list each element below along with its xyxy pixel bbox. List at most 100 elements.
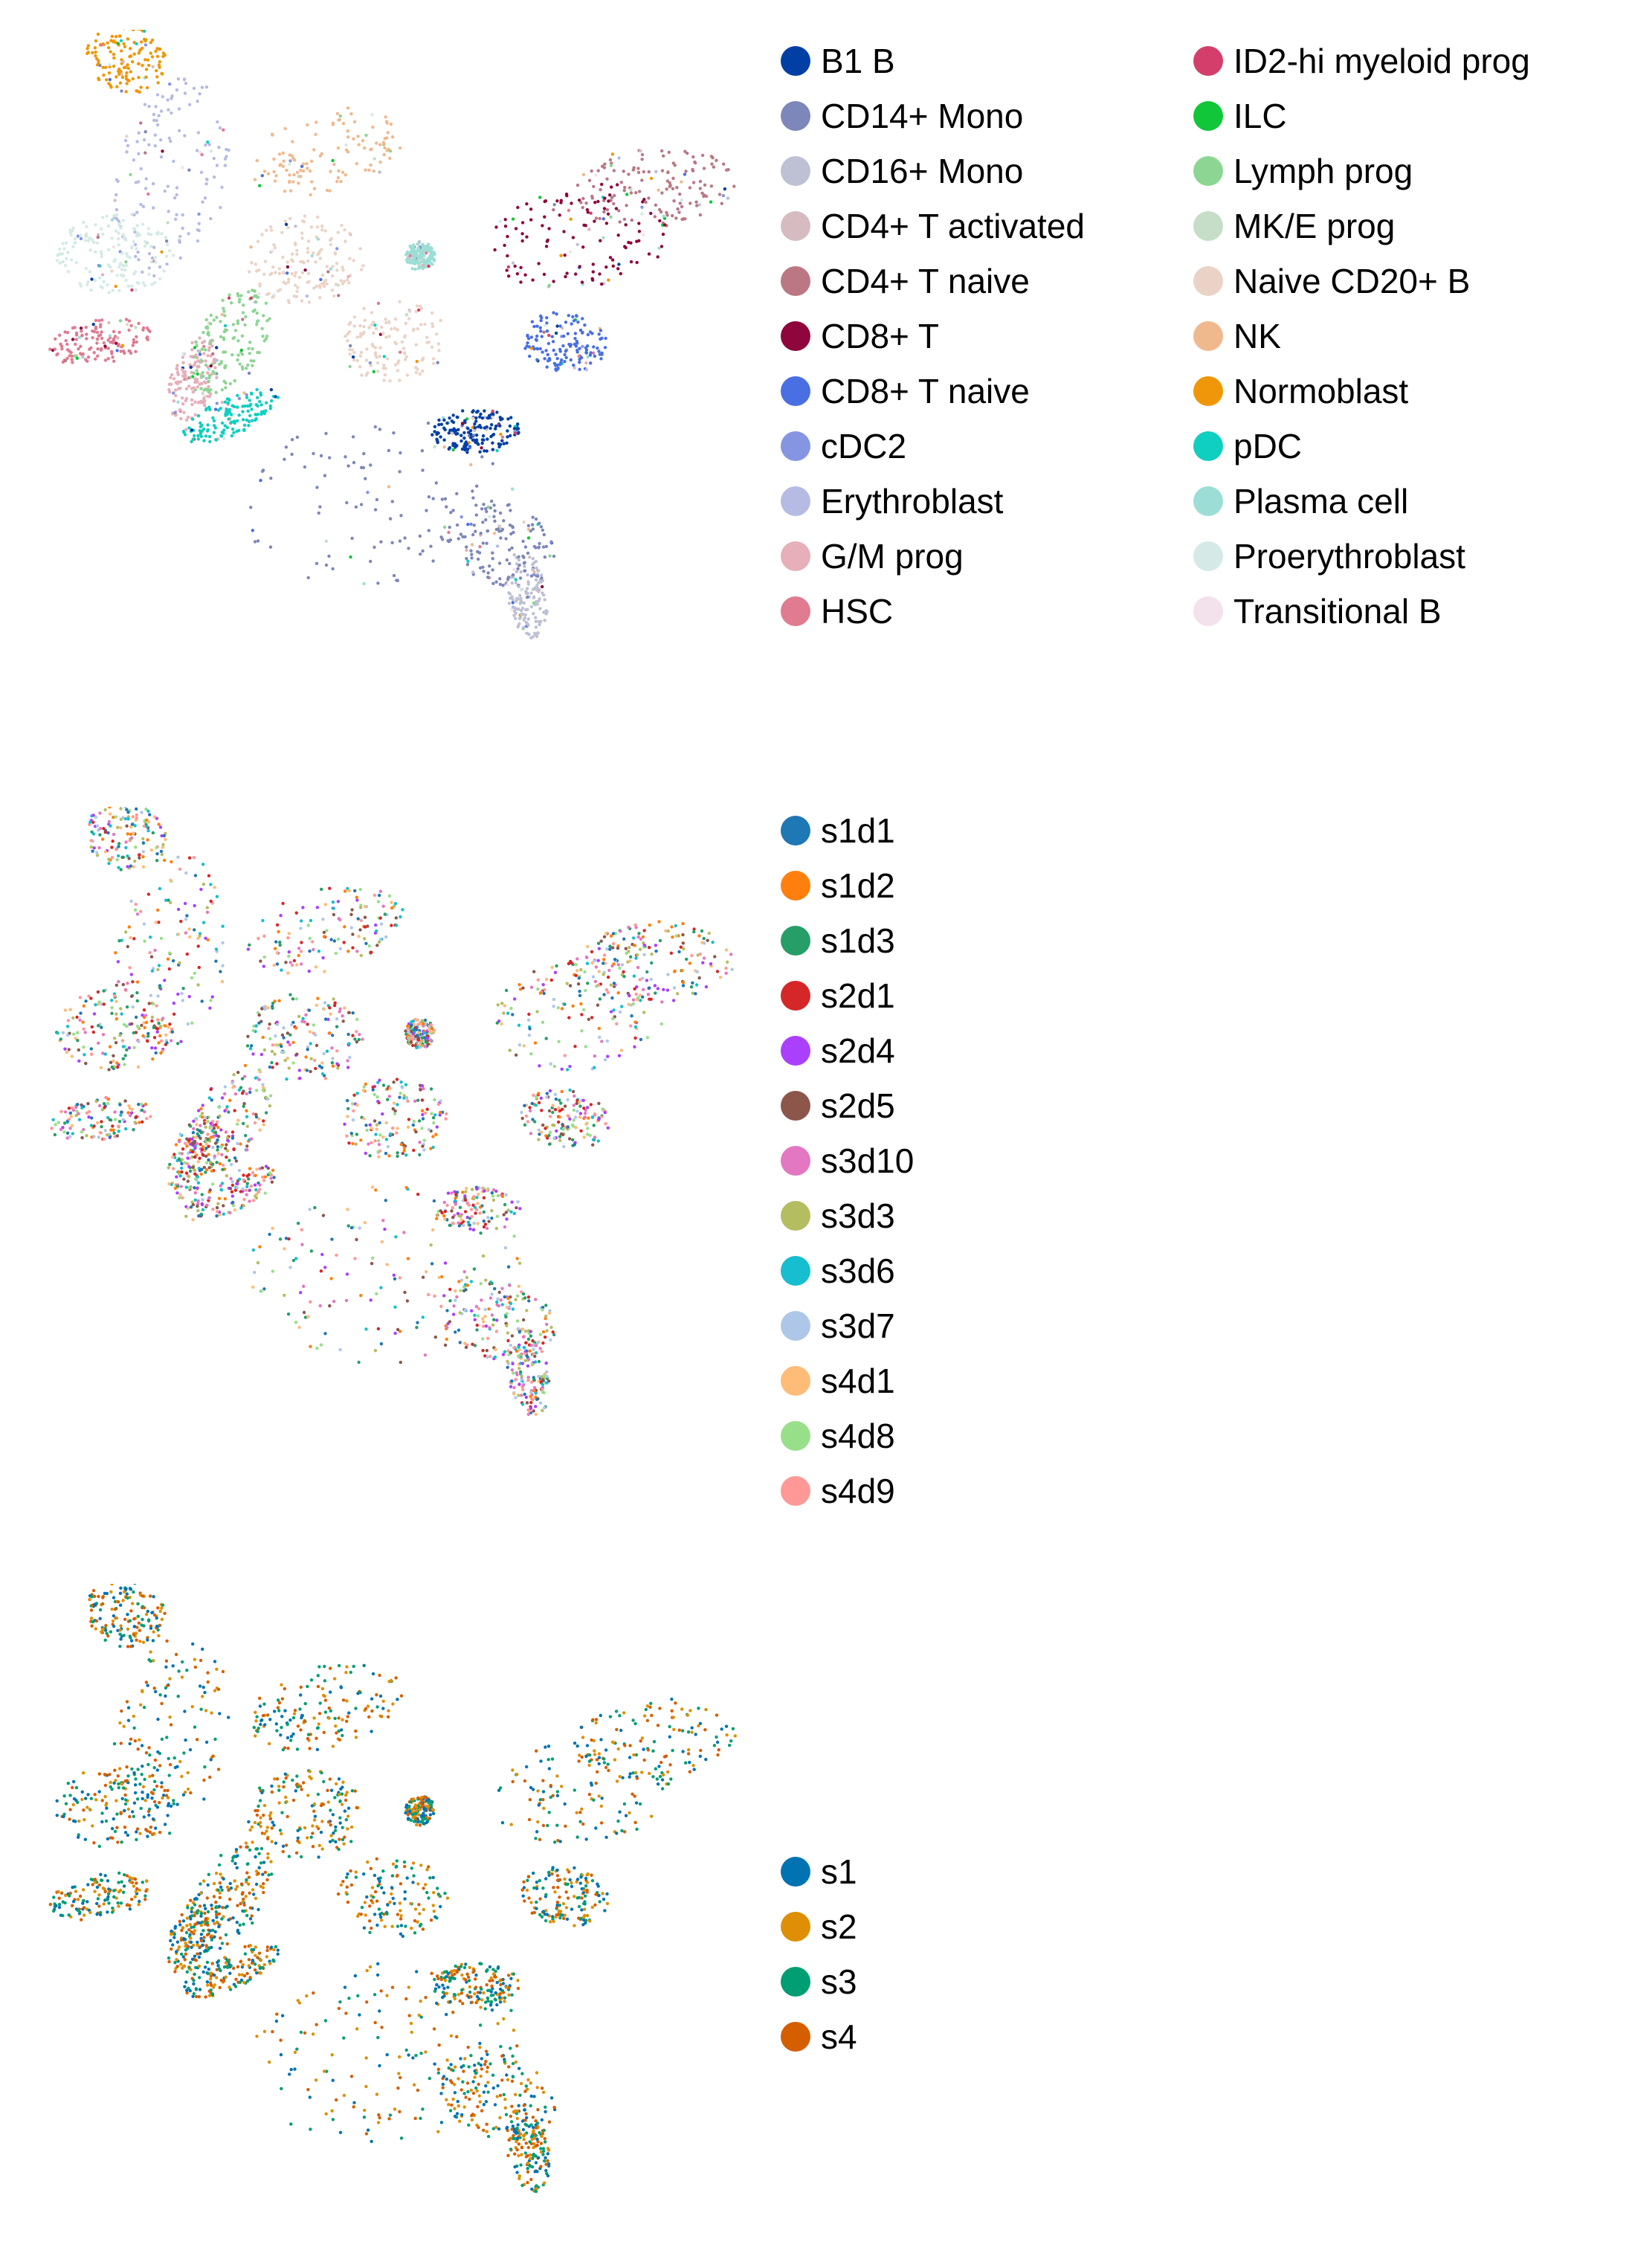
- scatter-point: [662, 214, 665, 217]
- scatter-point: [529, 1335, 532, 1338]
- scatter-point: [306, 251, 309, 254]
- scatter-point: [420, 255, 423, 258]
- scatter-point: [120, 89, 123, 92]
- scatter-point: [628, 946, 630, 949]
- scatter-point: [537, 262, 540, 265]
- scatter-point: [601, 1108, 604, 1111]
- scatter-point: [143, 940, 146, 943]
- scatter-point: [317, 950, 320, 953]
- scatter-point: [363, 1085, 366, 1088]
- scatter-point: [695, 983, 698, 986]
- scatter-point: [478, 545, 481, 548]
- scatter-point: [507, 265, 510, 268]
- scatter-point: [530, 335, 533, 338]
- scatter-point: [529, 1330, 532, 1333]
- scatter-point: [541, 1021, 544, 1024]
- scatter-point: [103, 1106, 106, 1109]
- scatter-point: [150, 848, 153, 851]
- scatter-point: [253, 1271, 256, 1274]
- scatter-point: [320, 1061, 323, 1064]
- scatter-point: [610, 996, 613, 999]
- scatter-point: [115, 848, 117, 851]
- scatter-point: [294, 274, 297, 277]
- scatter-point: [309, 170, 312, 173]
- scatter-point: [142, 866, 145, 869]
- scatter-point: [257, 539, 259, 542]
- scatter-point: [220, 186, 223, 189]
- scatter-point: [532, 612, 535, 615]
- scatter-point: [136, 251, 139, 254]
- scatter-point: [391, 135, 394, 138]
- scatter-point: [293, 959, 296, 962]
- scatter-point: [620, 181, 623, 184]
- scatter-point: [120, 49, 123, 52]
- scatter-point: [443, 1217, 446, 1220]
- scatter-point: [158, 964, 161, 967]
- scatter-point: [562, 230, 565, 233]
- scatter-point: [509, 1007, 512, 1010]
- scatter-point: [550, 979, 553, 982]
- scatter-point: [486, 1216, 489, 1219]
- scatter-point: [558, 1098, 561, 1101]
- scatter-point: [254, 1121, 257, 1124]
- scatter-point: [618, 1054, 621, 1057]
- scatter-point: [407, 1257, 410, 1260]
- scatter-point: [279, 914, 282, 917]
- scatter-point: [234, 1092, 237, 1095]
- scatter-point: [628, 959, 631, 962]
- legend-marker: [781, 101, 810, 131]
- scatter-point: [393, 1112, 396, 1115]
- scatter-point: [442, 1294, 445, 1297]
- scatter-point: [606, 208, 609, 211]
- scatter-point: [578, 265, 581, 268]
- legend-label: Lymph prog: [1233, 154, 1413, 188]
- scatter-point: [542, 545, 545, 548]
- scatter-point: [555, 964, 558, 967]
- scatter-point: [590, 212, 593, 215]
- scatter-point: [156, 994, 159, 997]
- scatter-point: [344, 239, 346, 242]
- scatter-point: [599, 329, 602, 332]
- legend-item: CD4+ T naive: [781, 257, 1030, 305]
- scatter-point: [465, 1276, 468, 1279]
- scatter-point: [563, 353, 566, 356]
- scatter-point: [181, 361, 184, 364]
- scatter-point: [247, 424, 250, 427]
- scatter-point: [544, 1315, 547, 1318]
- scatter-point: [99, 325, 102, 328]
- scatter-point: [510, 595, 513, 598]
- legend-item: Erythroblast: [781, 477, 1003, 525]
- scatter-point: [382, 1083, 385, 1086]
- scatter-point: [463, 419, 466, 422]
- scatter-point: [541, 1308, 544, 1311]
- scatter-point: [597, 984, 600, 987]
- scatter-point: [153, 281, 156, 284]
- scatter-point: [64, 1110, 67, 1113]
- scatter-point: [280, 231, 283, 233]
- scatter-point: [102, 74, 105, 77]
- scatter-point: [290, 453, 293, 456]
- scatter-point: [587, 1018, 590, 1021]
- scatter-point: [589, 361, 592, 364]
- scatter-point: [553, 1065, 556, 1068]
- scatter-point: [546, 353, 549, 356]
- scatter-point: [95, 57, 98, 60]
- scatter-point: [71, 1124, 74, 1127]
- scatter-point: [552, 208, 555, 211]
- scatter-point: [157, 114, 160, 117]
- scatter-point: [85, 332, 88, 335]
- scatter-point: [349, 555, 352, 558]
- scatter-point: [178, 239, 181, 242]
- scatter-point: [87, 355, 90, 358]
- scatter-point: [284, 127, 287, 130]
- scatter-point: [433, 445, 436, 448]
- scatter-point: [58, 248, 61, 251]
- scatter-point: [542, 331, 545, 334]
- scatter-point: [520, 1394, 523, 1396]
- scatter-point: [251, 419, 254, 422]
- scatter-point: [393, 341, 396, 344]
- scatter-point: [192, 386, 195, 389]
- scatter-point: [222, 1213, 225, 1216]
- scatter-point: [145, 177, 148, 180]
- scatter-point: [353, 120, 356, 123]
